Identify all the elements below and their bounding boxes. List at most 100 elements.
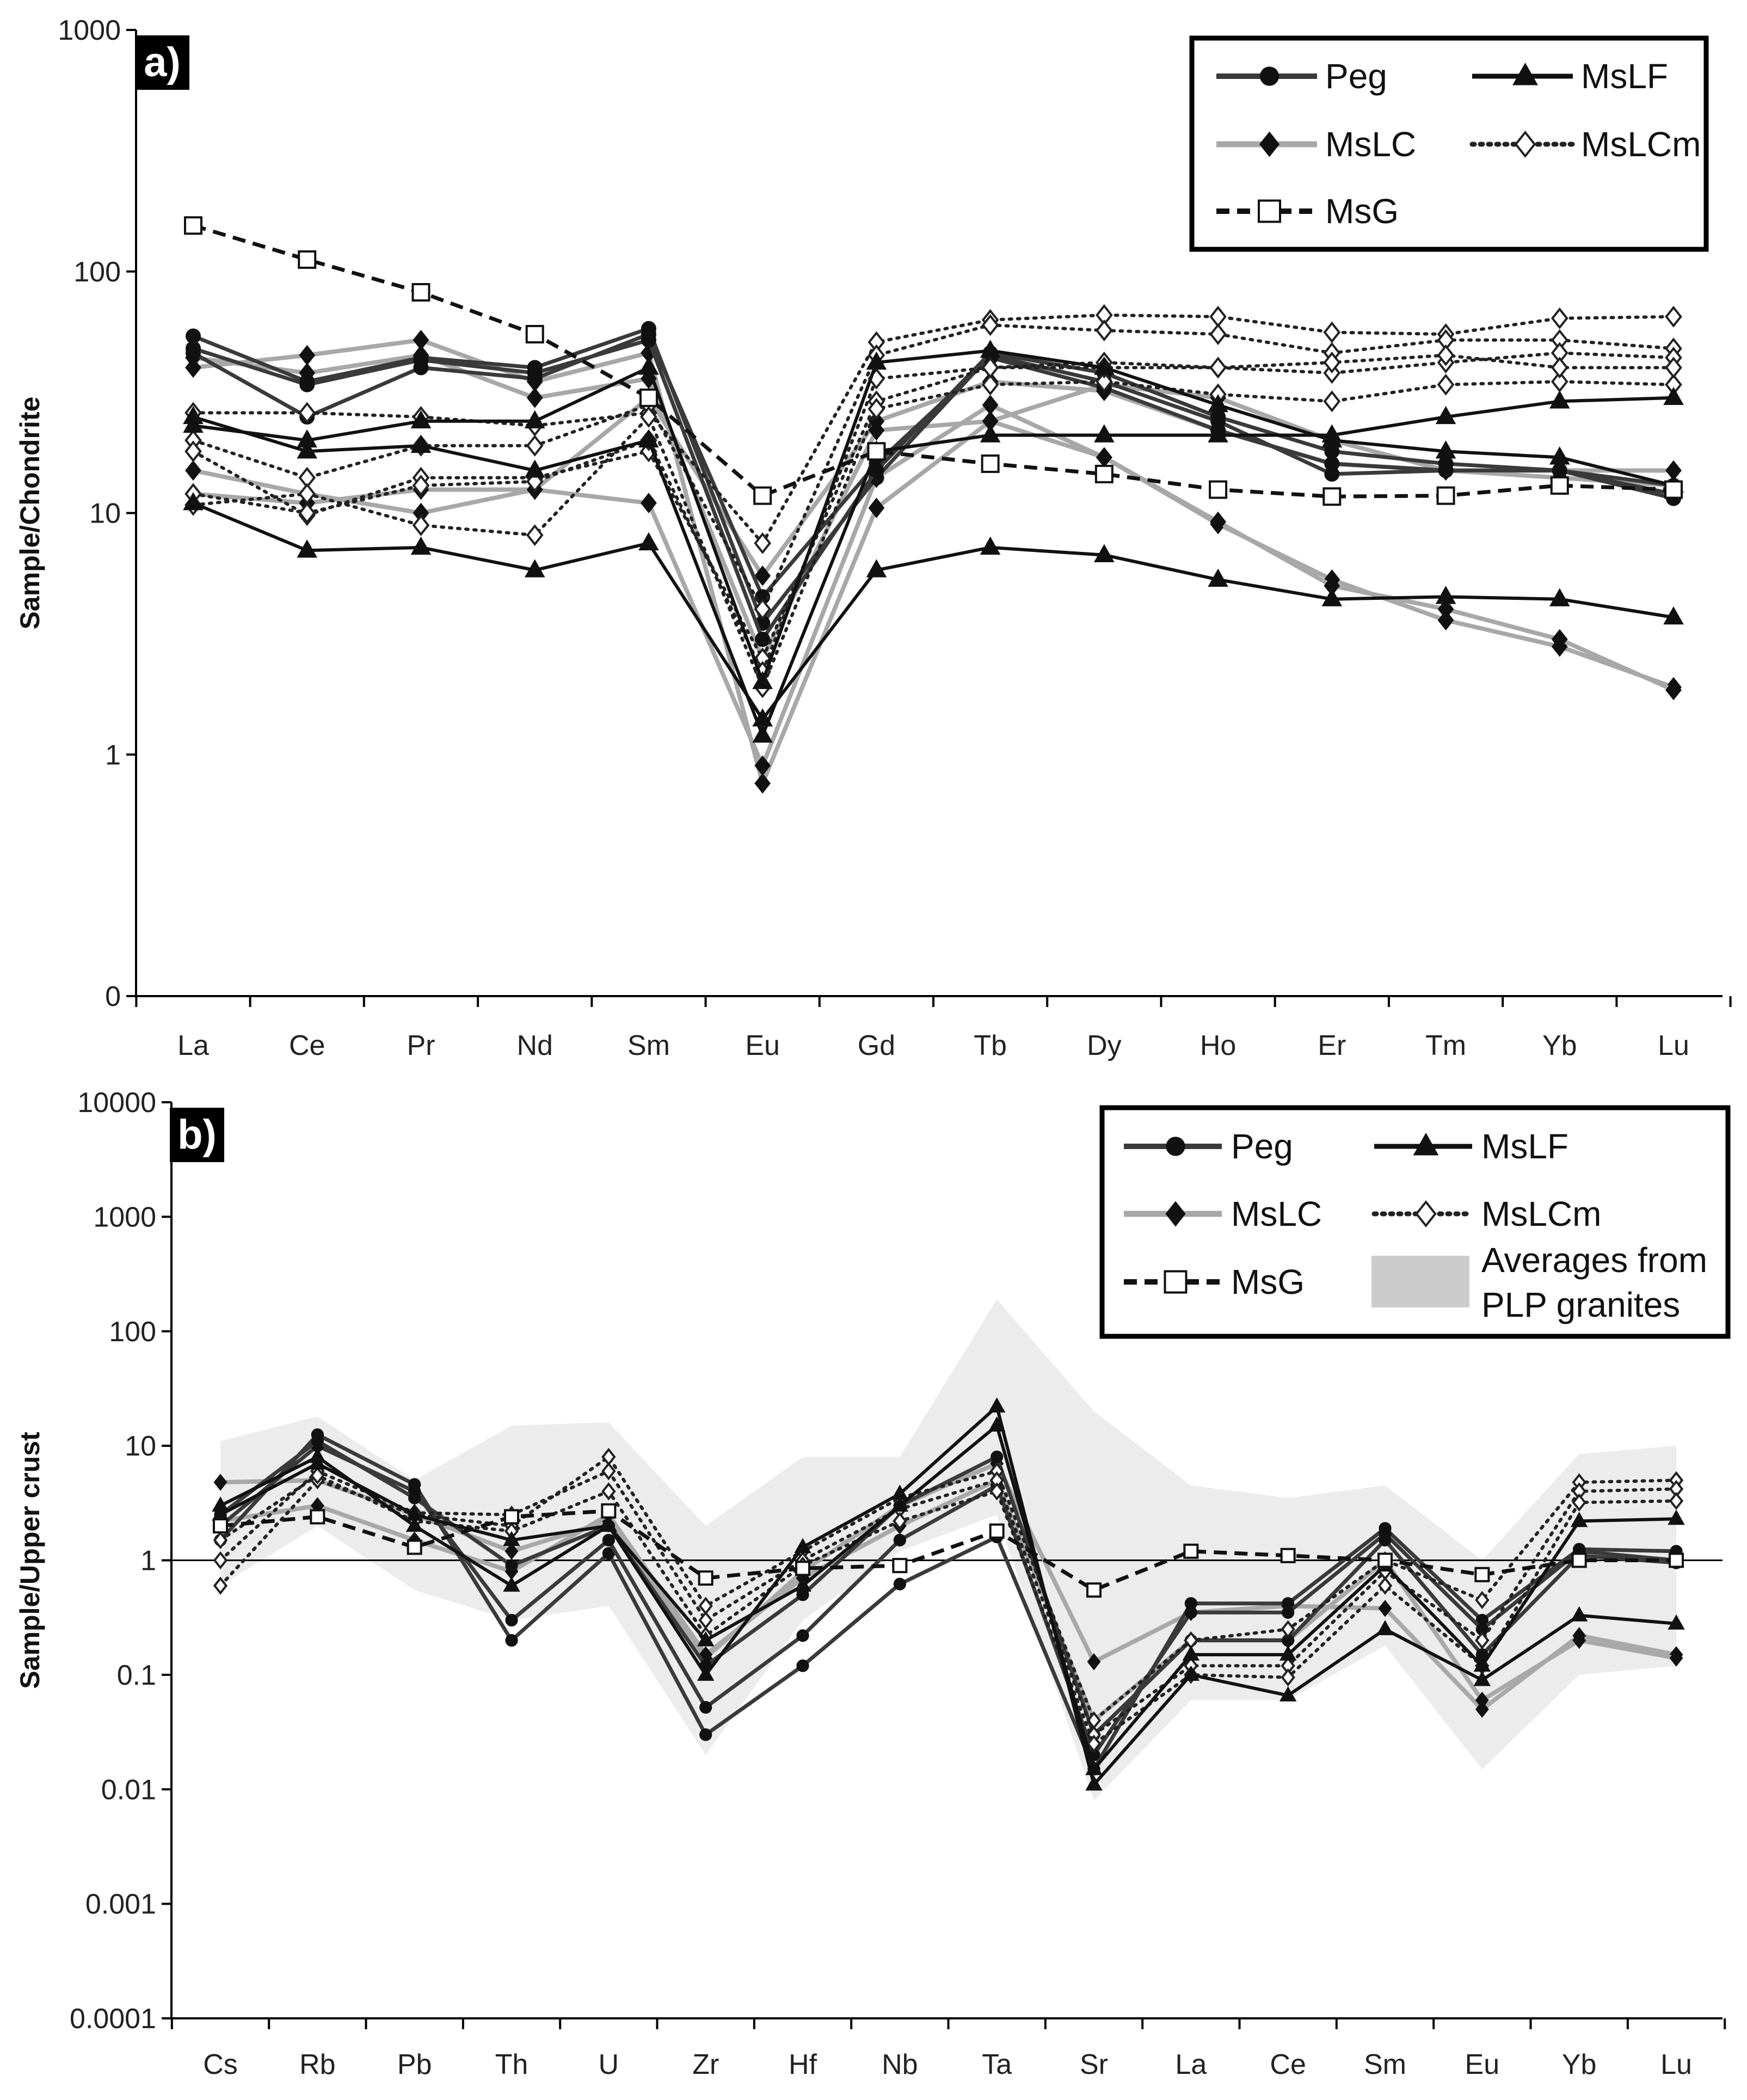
point-mslf-yb: [1549, 588, 1570, 606]
point-peg-zr: [699, 1728, 712, 1741]
x-tick-label-tb: Tb: [974, 1030, 1007, 1061]
point-mslf-sm: [638, 532, 659, 551]
point-mslf-tb: [980, 424, 1001, 443]
y-tick-label: 0.1: [117, 1660, 156, 1691]
panel-label-box: [170, 1108, 224, 1162]
point-msg-gd: [867, 442, 886, 461]
point-mslf-zr: [697, 1631, 715, 1647]
legend-marker-mslf: [1512, 62, 1538, 85]
point-mslf-sm: [1376, 1620, 1394, 1636]
point-mslf-pr: [410, 410, 432, 428]
legend-label-mslf: MsLF: [1481, 1127, 1568, 1166]
point-mslcm-er: [1323, 321, 1341, 343]
point-msg-nb: [892, 1558, 908, 1574]
panel-label-box: [135, 35, 189, 90]
y-tick-label: 0.001: [85, 1889, 156, 1920]
point-mslf-dy: [1094, 424, 1115, 443]
x-tick-label-sr: Sr: [1080, 2049, 1108, 2080]
panel-b-chart: 0.0001 0.001 0.01 0.1 1 10 100 1000 10000 Cs Rb Pb T…: [15, 1087, 1731, 2080]
point-msg-la: [1183, 1543, 1199, 1559]
x-tick-label-eu: Eu: [745, 1030, 780, 1061]
point-mslcm-eu: [754, 532, 772, 554]
point-mslf-eu: [752, 671, 773, 689]
point-peg-hf: [796, 1629, 809, 1642]
series-line-mslcm: [219, 1455, 1678, 1722]
point-msg-zr: [698, 1570, 713, 1586]
x-tick-label-ta: Ta: [982, 2049, 1012, 2080]
legend-marker-mslcm: [1514, 130, 1536, 158]
point-mslcm-eu: [1475, 1631, 1490, 1650]
series-line-mslf: [219, 1405, 1677, 1786]
x-tick-label-lu: Lu: [1660, 2049, 1692, 2080]
x-tick-label-rb: Rb: [299, 2049, 335, 2080]
point-mslf-yb: [1549, 446, 1570, 465]
series-line-mslcm: [192, 323, 1675, 611]
x-tick-label-tm: Tm: [1425, 1030, 1466, 1061]
y-tick-label: 10: [89, 498, 121, 530]
x-tick-label-sm: Sm: [628, 1030, 670, 1061]
point-mslf-pr: [410, 536, 432, 555]
point-mslcm-ta: [989, 1482, 1004, 1501]
point-msg-ce: [298, 250, 317, 269]
point-mslf-th: [503, 1531, 520, 1546]
legend-label-msg: MsG: [1231, 1262, 1305, 1301]
point-mslc-eu: [754, 755, 771, 776]
y-tick-label: 100: [109, 1316, 156, 1348]
point-mslc-la: [185, 460, 201, 481]
point-mslf-gd: [866, 559, 887, 578]
point-mslc-ho: [1210, 511, 1226, 532]
x-tick-label-gd: Gd: [858, 1030, 895, 1061]
point-mslc-sm: [1378, 1600, 1392, 1617]
x-tick-label-eu: Eu: [1465, 2049, 1500, 2080]
legend-label-mslcm: MsLCm: [1481, 1194, 1601, 1233]
point-mslcm-u: [601, 1462, 616, 1481]
x-tick-label-sm: Sm: [1364, 2049, 1406, 2080]
x-tick-label-pr: Pr: [407, 1030, 435, 1061]
series-mslf-3: [183, 492, 1684, 727]
point-mslcm-ho: [1209, 357, 1227, 379]
point-peg-th: [505, 1613, 518, 1627]
point-mslf-nd: [524, 559, 545, 578]
point-mslf-zr: [697, 1665, 715, 1681]
point-mslc-tm: [1437, 610, 1454, 631]
legend: Peg MsLF MsLC MsLCm MsG: [1189, 35, 1709, 252]
point-mslf-u: [600, 1516, 618, 1532]
legend-marker-mslc: [1165, 1201, 1186, 1227]
series-line-msg: [192, 223, 1674, 499]
series-line-mslf: [193, 349, 1674, 684]
point-mslf-sr: [1085, 1775, 1103, 1791]
point-mslcm-rb: [310, 1466, 325, 1485]
point-mslf-ta: [988, 1416, 1006, 1432]
point-mslcm-u: [601, 1482, 616, 1501]
point-mslf-sm: [638, 357, 659, 375]
point-peg-tm: [1438, 456, 1454, 471]
y-axis-label: Sample/Chondrite: [15, 397, 45, 630]
legend-label-mslc: MsLC: [1325, 125, 1416, 164]
point-mslcm-ce: [1281, 1620, 1295, 1638]
y-tick-label: 0.01: [101, 1774, 156, 1806]
point-mslcm-nd: [526, 524, 544, 547]
y-tick-label: 100: [73, 256, 121, 288]
point-mslc-lu: [1665, 679, 1682, 701]
point-peg-ce: [1282, 1606, 1295, 1619]
point-mslf-hf: [794, 1576, 811, 1592]
point-msg-sm: [1377, 1552, 1393, 1568]
point-peg-sm: [641, 332, 656, 348]
legend-label: Averages from: [1481, 1241, 1707, 1280]
point-mslcm-eu: [754, 598, 772, 621]
series-line-mslcm: [192, 353, 1675, 674]
x-tick-label-ce: Ce: [289, 1030, 325, 1061]
point-mslf-er: [1321, 429, 1343, 448]
x-tick-label-hf: Hf: [789, 2049, 817, 2080]
point-peg-eu: [755, 631, 771, 647]
series-line-mslcm: [219, 1469, 1678, 1736]
x-tick-label-yb: Yb: [1562, 2049, 1597, 2080]
legend-swatch-band: [1371, 1256, 1469, 1307]
point-mslc-eu: [1475, 1700, 1489, 1718]
point-mslcm-yb: [1572, 1493, 1586, 1512]
point-mslcm-tm: [1437, 373, 1455, 396]
point-mslcm-dy: [1095, 371, 1113, 393]
point-mslf-tm: [1435, 440, 1456, 459]
x-tick-label-nd: Nd: [516, 1030, 552, 1061]
point-mslf-hf: [794, 1538, 811, 1553]
